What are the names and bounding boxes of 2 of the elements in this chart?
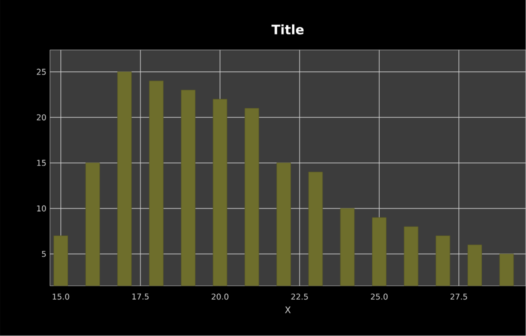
x-axis-title: X — [285, 306, 291, 314]
chart-title: Title — [272, 24, 304, 35]
